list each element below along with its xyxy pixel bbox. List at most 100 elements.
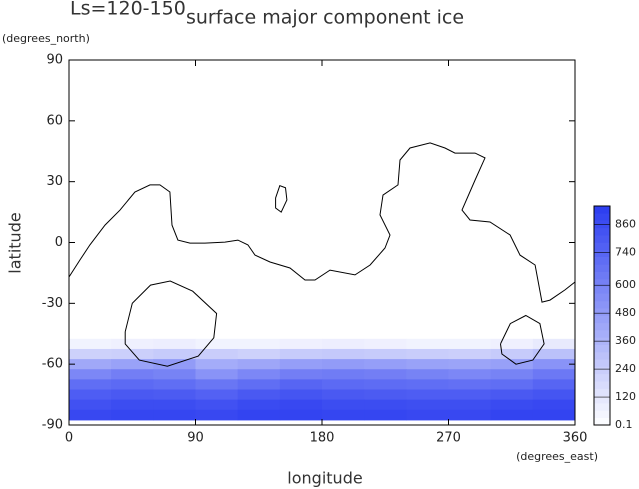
heat-cell bbox=[69, 389, 112, 401]
heat-cell bbox=[490, 338, 534, 350]
heat-cell bbox=[111, 409, 154, 421]
colorbar-step bbox=[594, 373, 610, 382]
heat-cell bbox=[195, 338, 239, 350]
heat-cell bbox=[406, 389, 449, 401]
heat-cell bbox=[69, 338, 112, 350]
colorbar-step bbox=[594, 381, 610, 389]
heat-cell bbox=[532, 389, 576, 401]
heat-cell bbox=[532, 348, 576, 360]
colorbar-label: 240 bbox=[615, 362, 636, 375]
heat-cell bbox=[490, 399, 534, 411]
heat-cell bbox=[406, 338, 449, 350]
heat-cell bbox=[364, 399, 407, 411]
heat-cell bbox=[532, 359, 576, 370]
colorbar-label: 860 bbox=[615, 218, 636, 231]
heat-cell bbox=[237, 379, 281, 391]
heat-cell bbox=[448, 348, 492, 360]
colorbar-step bbox=[594, 271, 610, 280]
heat-cell bbox=[69, 369, 112, 380]
heat-cell bbox=[153, 359, 196, 370]
colorbar-step bbox=[594, 417, 610, 426]
colorbar-step bbox=[594, 257, 610, 265]
colorbar-step bbox=[594, 410, 610, 418]
y-units: (degrees_north) bbox=[2, 32, 90, 45]
x-tick-label: 0 bbox=[65, 431, 73, 446]
colorbar-step bbox=[594, 279, 610, 287]
heat-cell bbox=[279, 338, 323, 350]
colorbar-step bbox=[594, 403, 610, 411]
contour-line bbox=[275, 185, 288, 213]
colorbar-label: 600 bbox=[615, 278, 636, 291]
contour-line bbox=[500, 314, 545, 365]
y-tick-label: 90 bbox=[46, 53, 63, 68]
heat-cell bbox=[237, 389, 281, 401]
heat-cell bbox=[406, 399, 449, 411]
colorbar-label: 0.1 bbox=[615, 418, 633, 431]
y-tick-label: -90 bbox=[42, 418, 63, 433]
heat-cell bbox=[406, 348, 449, 360]
heat-cell bbox=[111, 399, 154, 411]
heat-cell bbox=[322, 338, 365, 350]
y-tick-label: 0 bbox=[55, 235, 63, 250]
heat-cell bbox=[532, 338, 576, 350]
heat-cell bbox=[195, 389, 239, 401]
colorbar-step bbox=[594, 235, 610, 243]
heat-cell bbox=[322, 379, 365, 391]
heat-cell bbox=[195, 409, 239, 421]
heat-cell bbox=[279, 409, 323, 421]
heat-cell bbox=[322, 409, 365, 421]
colorbar-step bbox=[594, 242, 610, 251]
heat-cell bbox=[111, 348, 154, 360]
heat-cell bbox=[195, 379, 239, 391]
colorbar-step bbox=[594, 322, 610, 331]
heat-cell bbox=[532, 409, 576, 421]
heat-cell bbox=[69, 348, 112, 360]
x-tick-label: 270 bbox=[436, 431, 461, 446]
heat-cell bbox=[448, 379, 492, 391]
heat-cell bbox=[406, 409, 449, 421]
heat-cell bbox=[279, 399, 323, 411]
heat-cell bbox=[153, 379, 196, 391]
heat-cell bbox=[490, 369, 534, 380]
colorbar-step bbox=[594, 330, 610, 338]
heat-cell bbox=[364, 369, 407, 380]
heat-cell bbox=[195, 369, 239, 380]
heat-cell bbox=[448, 338, 492, 350]
contour-line bbox=[124, 280, 218, 367]
heat-cell bbox=[279, 359, 323, 370]
heat-cell bbox=[69, 359, 112, 370]
heat-cell bbox=[237, 399, 281, 411]
heat-cell bbox=[237, 369, 281, 380]
colorbar-step bbox=[594, 352, 610, 360]
heat-cell bbox=[448, 389, 492, 401]
subtitle: Ls=120-150 bbox=[70, 0, 186, 20]
heat-cell bbox=[153, 399, 196, 411]
heat-cell bbox=[490, 389, 534, 401]
colorbar-step bbox=[594, 388, 610, 397]
heat-cell bbox=[322, 369, 365, 380]
y-tick-label: 30 bbox=[46, 174, 63, 189]
colorbar-step bbox=[594, 300, 610, 309]
heat-cell bbox=[448, 409, 492, 421]
heat-cell bbox=[111, 389, 154, 401]
heat-cell bbox=[406, 379, 449, 391]
colorbar-step bbox=[594, 359, 610, 367]
heat-cell bbox=[69, 399, 112, 411]
heat-cell bbox=[237, 338, 281, 350]
heat-cell bbox=[237, 348, 281, 360]
heat-cell bbox=[532, 379, 576, 391]
colorbar-step bbox=[594, 286, 610, 294]
colorbar-step bbox=[594, 366, 610, 375]
heat-cell bbox=[195, 359, 239, 370]
colorbar-step bbox=[594, 264, 610, 272]
x-axis-label: longitude bbox=[287, 469, 362, 488]
heat-cell bbox=[448, 399, 492, 411]
heat-cell bbox=[490, 359, 534, 370]
colorbar-step bbox=[594, 213, 610, 221]
heat-cell bbox=[279, 379, 323, 391]
heat-cell bbox=[153, 389, 196, 401]
contour-line bbox=[68, 142, 576, 303]
heat-cell bbox=[322, 348, 365, 360]
colorbar-step bbox=[594, 308, 610, 316]
